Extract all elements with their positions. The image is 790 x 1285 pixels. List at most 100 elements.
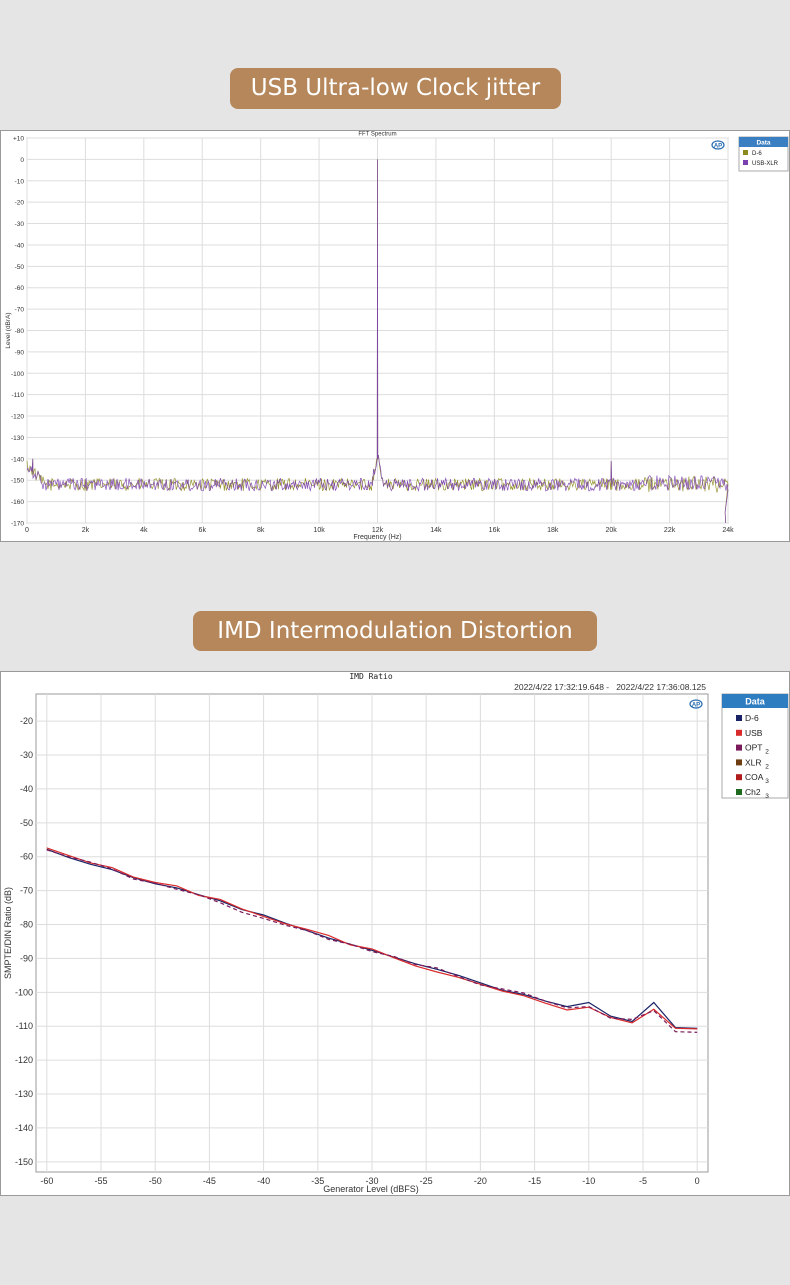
fft-legend-swatch [743, 150, 748, 155]
imd-y-tick-label: -70 [20, 886, 33, 896]
imd-y-tick-label: -140 [15, 1123, 33, 1133]
imd-y-tick-label: -50 [20, 818, 33, 828]
fft-y-tick-label: +10 [13, 136, 24, 143]
fft-x-tick-label: 12k [372, 527, 384, 534]
fft-x-tick-label: 8k [257, 527, 265, 534]
fft-x-tick-label: 20k [606, 527, 618, 534]
imd-legend-label: D-6 [745, 713, 759, 723]
fft-x-tick-label: 4k [140, 527, 148, 534]
fft-y-tick-label: -30 [15, 221, 25, 228]
imd-legend-header [722, 694, 788, 708]
imd-x-tick-label: -10 [582, 1176, 595, 1186]
fft-y-tick-label: -80 [15, 328, 25, 335]
fft-x-tick-label: 18k [547, 527, 559, 534]
fft-x-tick-label: 2k [82, 527, 90, 534]
imd-legend-sub: 2 [765, 763, 769, 770]
imd-y-tick-label: -150 [15, 1157, 33, 1167]
imd-timestamp: 2022/4/22 17:32:19.648 - 2022/4/22 17:36… [514, 682, 706, 692]
imd-legend-swatch [736, 789, 742, 795]
imd-ratio-panel: -60 -55 -50 -45 -40 -35 -30 -25 -20 -15 -10 -5 0 -20-… [0, 671, 790, 1196]
imd-x-tick-label: -20 [474, 1176, 487, 1186]
fft-legend-label: USB-XLR [752, 161, 779, 167]
ap-logo-mark: AP [714, 144, 722, 150]
imd-x-tick-label: -30 [365, 1176, 378, 1186]
imd-y-axis-label: SMPTE/DIN Ratio (dB) [3, 887, 13, 979]
imd-y-tick-label: -40 [20, 784, 33, 794]
fft-spectrum-panel: 0 2k 4k 6k 8k 10k 12k 14k 16k 18k 20k 22k 24k +10 0 -10… [0, 130, 790, 542]
imd-legend-swatch [736, 759, 742, 766]
fft-x-tick-label: 16k [489, 527, 501, 534]
imd-x-tick-label: -55 [95, 1176, 108, 1186]
imd-y-tick-label: -80 [20, 920, 33, 930]
imd-x-tick-label: -50 [149, 1176, 162, 1186]
fft-series-line-1 [26, 159, 729, 524]
fft-x-tick-label: 10k [313, 527, 325, 534]
imd-legend-label: USB [745, 728, 763, 738]
section-banner-clock-jitter: USB Ultra-low Clock jitter [230, 68, 561, 109]
ap-logo-mark: AP [692, 703, 700, 709]
fft-y-tick-label: -170 [11, 521, 24, 528]
imd-y-tick-label: -100 [15, 987, 33, 997]
imd-y-tick-label: -130 [15, 1089, 33, 1099]
fft-x-tick-label: 14k [430, 527, 442, 534]
fft-y-tick-label: -10 [15, 178, 25, 185]
imd-series-line-2 [46, 849, 698, 1033]
imd-x-tick-label: -15 [528, 1176, 541, 1186]
imd-legend-label: OPT [745, 743, 762, 753]
imd-legend-swatch [736, 729, 742, 736]
imd-legend-sub: 3 [765, 793, 769, 800]
imd-x-tick-label: -5 [639, 1176, 647, 1186]
fft-y-tick-label: -70 [15, 307, 25, 314]
imd-legend-sub: 2 [765, 749, 769, 756]
fft-spectrum-chart: 0 2k 4k 6k 8k 10k 12k 14k 16k 18k 20k 22k 24k +10 0 -10… [5, 132, 789, 541]
fft-legend-swatch [743, 160, 748, 165]
imd-legend-label: XLR [745, 757, 762, 767]
imd-x-tick-label: -60 [40, 1176, 53, 1186]
imd-y-tick-label: -60 [20, 852, 33, 862]
imd-x-tick-label: 0 [695, 1176, 700, 1186]
fft-y-tick-label: -60 [15, 285, 25, 292]
fft-y-tick-label: -160 [11, 499, 24, 506]
fft-legend-label: D-6 [752, 151, 762, 157]
fft-y-tick-label: -140 [11, 456, 24, 463]
fft-y-tick-label: -150 [11, 478, 24, 485]
fft-y-tick-label: -20 [15, 200, 25, 207]
ap-logo-ring [689, 699, 703, 709]
imd-x-axis-label: Generator Level (dBFS) [323, 1184, 419, 1194]
fft-y-tick-label: -40 [15, 242, 25, 249]
fft-title: FFT Spectrum [358, 132, 396, 138]
fft-x-tick-label: 0 [25, 527, 29, 534]
fft-x-tick-label: 24k [722, 527, 734, 534]
imd-y-tick-label: -30 [20, 750, 33, 760]
imd-x-tick-label: -25 [420, 1176, 433, 1186]
imd-legend-swatch [736, 715, 742, 721]
fft-analyzer-logo-icon: AP [711, 140, 725, 150]
imd-ratio-chart: -60 -55 -50 -45 -40 -35 -30 -25 -20 -15 -10 -5 0-20-… [3, 672, 789, 1194]
fft-x-tick-label: 6k [199, 527, 207, 534]
imd-legend-title: Data [745, 697, 766, 707]
ap-logo-ring [711, 140, 725, 150]
imd-y-tick-label: -90 [20, 953, 33, 963]
fft-y-tick-label: -100 [11, 371, 24, 378]
fft-y-tick-label: -120 [11, 414, 24, 421]
imd-x-tick-label: -45 [203, 1176, 216, 1186]
fft-y-tick-label: -50 [15, 264, 25, 271]
fft-y-axis-label: Level (dBrA) [5, 312, 12, 348]
fft-y-tick-label: -110 [11, 392, 24, 399]
imd-y-tick-label: -20 [20, 716, 33, 726]
fft-y-tick-label: -90 [15, 349, 25, 356]
imd-y-tick-label: -120 [15, 1055, 33, 1065]
fft-legend: Data D-6 USB-XLR [738, 136, 789, 172]
imd-legend-swatch [736, 744, 742, 751]
fft-y-tick-label: 0 [20, 157, 24, 164]
section-banner-imd: IMD Intermodulation Distortion [193, 611, 597, 651]
fft-x-tick-label: 22k [664, 527, 676, 534]
imd-legend-box [721, 693, 789, 799]
fft-legend-header [739, 137, 788, 147]
imd-legend-sub: 3 [765, 778, 769, 785]
imd-y-tick-label: -110 [16, 1021, 33, 1031]
fft-x-axis-label: Frequency (Hz) [353, 534, 401, 541]
imd-legend-label: Ch2 [745, 787, 761, 797]
imd-analyzer-logo-icon: AP [689, 699, 703, 709]
